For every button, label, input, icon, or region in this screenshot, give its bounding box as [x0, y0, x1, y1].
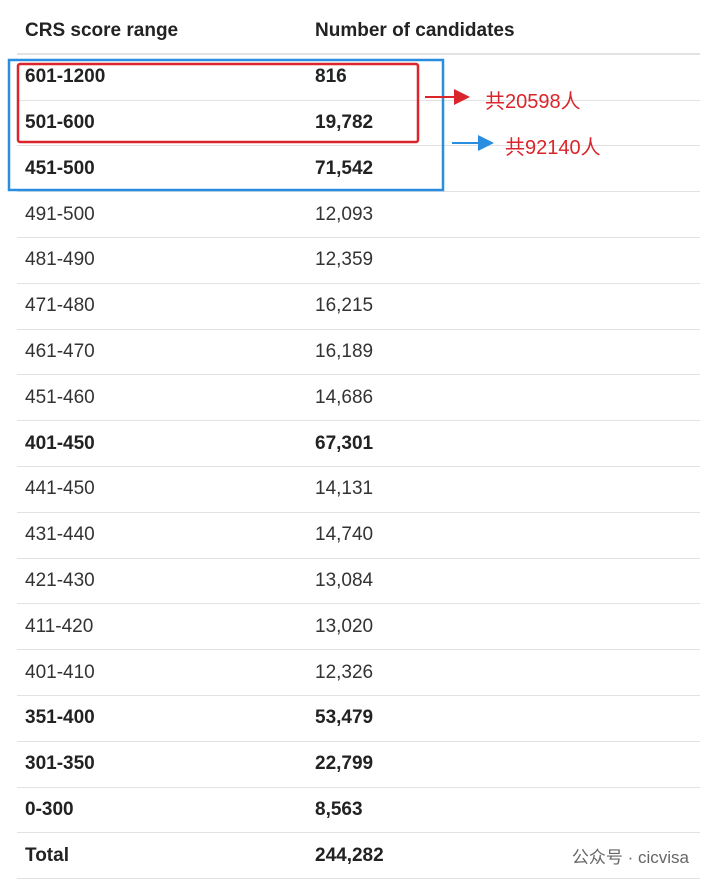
- table-cell: 14,686: [315, 386, 374, 408]
- table-cell: 19,782: [315, 111, 374, 133]
- table-cell: 421-430: [25, 569, 95, 591]
- table-cell: 471-480: [25, 295, 95, 317]
- table-cell: 244,282: [315, 844, 384, 866]
- table-cell: 601-1200: [25, 66, 106, 88]
- table-cell: 71,542: [315, 157, 374, 179]
- table-cell: 12,093: [315, 203, 374, 225]
- table-cell: 816: [315, 66, 347, 88]
- table-row: 451-460 14,686: [17, 375, 700, 422]
- table-row: 601-1200 816: [17, 55, 700, 101]
- table-cell: 13,020: [315, 615, 374, 637]
- table-row: 401-410 12,326: [17, 650, 700, 696]
- table-row: 0-300 8,563: [17, 788, 700, 834]
- table-cell: 301-350: [25, 753, 95, 775]
- table-row: 351-400 53,479: [17, 696, 700, 742]
- table-cell: 351-400: [25, 707, 95, 729]
- table-cell: 401-410: [25, 661, 95, 683]
- table-row: 441-450 14,131: [17, 467, 700, 513]
- table-cell: 411-420: [25, 615, 94, 637]
- table-cell: 481-490: [25, 249, 95, 271]
- table-row: 421-430 13,084: [17, 559, 700, 605]
- header-cell: Number of candidates: [315, 19, 515, 41]
- header-cell: CRS score range: [25, 19, 179, 41]
- table-row: Total 244,282: [17, 833, 700, 880]
- table-row: 301-350 22,799: [17, 742, 700, 788]
- table-cell: 14,131: [315, 478, 374, 500]
- header-row: CRS score range Number of candidates: [17, 9, 700, 55]
- table-row: 481-490 12,359: [17, 238, 700, 284]
- red-note: 共20598人: [485, 91, 581, 113]
- table-cell: 12,326: [315, 661, 374, 683]
- table-row: 491-500 12,093: [17, 192, 700, 238]
- table-cell: 14,740: [315, 524, 374, 546]
- table-cell: 12,359: [315, 249, 374, 271]
- table-cell: 491-500: [25, 203, 95, 225]
- table-row: 461-470 16,189: [17, 330, 700, 376]
- table-cell: 501-600: [25, 111, 95, 133]
- table-cell: 67,301: [315, 432, 374, 454]
- table-cell: 16,215: [315, 295, 374, 317]
- table-row: 471-480 16,215: [17, 284, 700, 330]
- table-cell: 431-440: [25, 524, 95, 546]
- table-cell: 451-500: [25, 157, 95, 179]
- table-cell: Total: [25, 844, 69, 866]
- table-cell: 8,563: [315, 798, 363, 820]
- watermark: 公众号 · cicvisa: [567, 843, 693, 868]
- table-row: 431-440 14,740: [17, 513, 700, 559]
- table-cell: 0-300: [25, 798, 74, 820]
- table-row: 401-450 67,301: [17, 421, 700, 467]
- table-cell: 13,084: [315, 569, 374, 591]
- blue-note: 共92140人: [505, 137, 601, 159]
- table-cell: 16,189: [315, 340, 374, 362]
- table-row: 411-420 13,020: [17, 604, 700, 651]
- table-cell: 441-450: [25, 478, 95, 500]
- table-cell: 53,479: [315, 707, 374, 729]
- table-cell: 401-450: [25, 432, 95, 454]
- table-cell: 451-460: [25, 386, 95, 408]
- table-cell: 461-470: [25, 340, 95, 362]
- table-cell: 22,799: [315, 753, 374, 775]
